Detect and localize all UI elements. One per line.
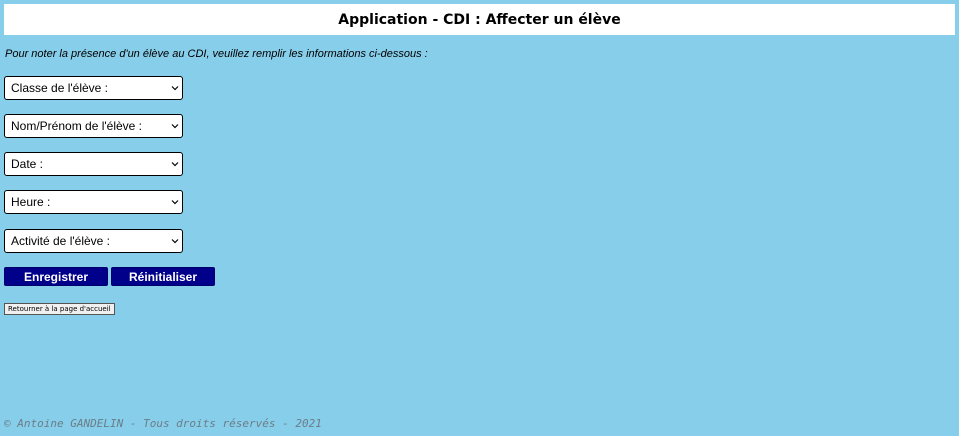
enregistrer-button[interactable]: Enregistrer	[4, 267, 108, 286]
intro-text: Pour noter la présence d'un élève au CDI…	[5, 48, 428, 60]
date-select-label: Date :	[11, 157, 44, 171]
nom-prenom-select-label: Nom/Prénom de l'élève :	[11, 119, 143, 133]
chevron-down-icon	[171, 239, 179, 244]
footer-copyright: © Antoine GANDELIN - Tous droits réservé…	[4, 417, 322, 430]
back-home-button[interactable]: Retourner à la page d'accueil	[4, 303, 115, 315]
reinitialiser-button[interactable]: Réinitialiser	[111, 267, 215, 286]
activite-select[interactable]: Activité de l'élève :	[4, 229, 183, 253]
chevron-down-icon	[171, 162, 179, 167]
chevron-down-icon	[171, 86, 179, 91]
classe-select-label: Classe de l'élève :	[11, 81, 109, 95]
page-title: Application - CDI : Affecter un élève	[338, 11, 621, 28]
heure-select-label: Heure :	[11, 195, 51, 209]
activite-select-label: Activité de l'élève :	[11, 234, 111, 248]
heure-select[interactable]: Heure :	[4, 190, 183, 214]
chevron-down-icon	[171, 124, 179, 129]
header-bar: Application - CDI : Affecter un élève	[4, 4, 955, 35]
date-select[interactable]: Date :	[4, 152, 183, 176]
classe-select[interactable]: Classe de l'élève :	[4, 76, 183, 100]
chevron-down-icon	[171, 200, 179, 205]
nom-prenom-select[interactable]: Nom/Prénom de l'élève :	[4, 114, 183, 138]
